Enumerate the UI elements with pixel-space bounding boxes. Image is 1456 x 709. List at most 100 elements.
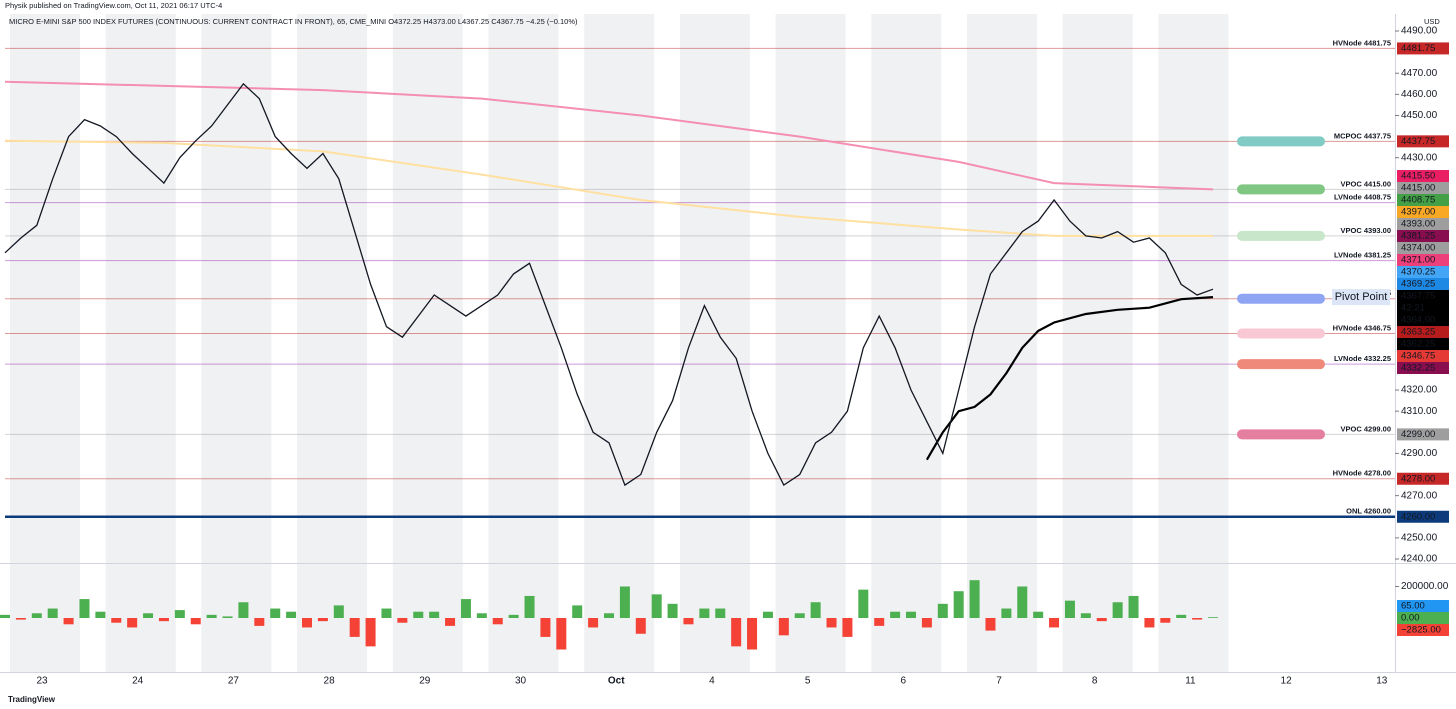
- volume-bar: [111, 618, 122, 623]
- x-tick-label: 6: [901, 676, 907, 687]
- session-stripe: [967, 14, 1037, 563]
- level-label: VPOC 4299.00: [1341, 424, 1391, 433]
- session-stripe: [871, 14, 942, 563]
- price-tag: [1397, 194, 1449, 207]
- price-tag: [1397, 325, 1449, 338]
- level-zone: [1237, 230, 1325, 241]
- x-tick-label: 23: [36, 676, 48, 687]
- volume-bar: [588, 618, 599, 628]
- y-tick-label: 4450.00: [1401, 110, 1438, 121]
- price-tag-label: 4278.00: [1401, 473, 1435, 484]
- overlay-line: [4, 80, 1214, 191]
- volume-bar: [1049, 618, 1060, 628]
- volume-bar: [619, 586, 630, 618]
- price-tag: [1397, 254, 1449, 267]
- volume-bar: [429, 611, 440, 618]
- volume-bar: [1001, 608, 1012, 618]
- volume-bar: [47, 608, 58, 618]
- price-tag-label: 4364.00: [1401, 315, 1435, 326]
- price-tag-label: 4371.00: [1401, 255, 1435, 266]
- y-tick-label: 4290.00: [1401, 448, 1438, 459]
- y-tick-label: 4460.00: [1401, 89, 1438, 100]
- x-tick-label: 8: [1092, 676, 1098, 687]
- volume-bar: [683, 618, 694, 625]
- volume-bar: [715, 608, 726, 618]
- price-tag-label: 4397.00: [1401, 207, 1435, 218]
- volume-bar: [174, 610, 185, 618]
- price-line: [4, 82, 1214, 487]
- price-tag: [1397, 42, 1449, 55]
- price-tag: [1397, 242, 1449, 255]
- price-tag-label: 4415.50: [1401, 171, 1435, 182]
- volume-bar: [15, 618, 26, 620]
- symbol-info: MICRO E-MINI S&P 500 INDEX FUTURES (CONT…: [9, 17, 578, 26]
- price-tag-label: 4370.25: [1401, 267, 1435, 278]
- price-tag-label: 4346.75: [1401, 351, 1435, 362]
- volume-bar: [1208, 617, 1218, 618]
- volume-tag: [1397, 624, 1449, 636]
- volume-bar: [826, 618, 837, 628]
- price-tag: [1397, 206, 1449, 219]
- volume-bar: [667, 603, 678, 618]
- price-tag-label: 4369.25: [1401, 279, 1435, 290]
- volume-bar: [778, 618, 789, 636]
- session-stripe: [775, 14, 846, 563]
- volume-bar: [1192, 618, 1203, 620]
- volume-bar: [1017, 586, 1028, 618]
- volume-bar: [270, 608, 281, 618]
- volume-bar: [810, 602, 821, 618]
- level-label: VPOC 4415.00: [1341, 179, 1391, 188]
- price-tag: [1397, 170, 1449, 183]
- session-stripe: [679, 14, 750, 563]
- volume-bar: [445, 618, 456, 626]
- volume-bar: [63, 618, 74, 625]
- price-tag-label: 4381.25: [1401, 231, 1435, 242]
- price-tag-label: 4332.25: [1401, 363, 1435, 374]
- currency: USD: [1424, 17, 1440, 26]
- price-tag: [1397, 218, 1449, 231]
- volume-bar: [985, 618, 996, 631]
- volume-tag-label: 65.00: [1401, 601, 1425, 612]
- x-tick-label: 4: [709, 676, 715, 687]
- volume-bar: [794, 613, 805, 618]
- volume-bar: [460, 599, 471, 618]
- volume-tag-label: 0.00: [1401, 613, 1420, 624]
- price-tag-label: 4367.75: [1401, 291, 1435, 302]
- session-stripe: [201, 14, 272, 563]
- level-label: HVNode 4481.75: [1333, 38, 1391, 47]
- volume-bar: [906, 611, 916, 618]
- level-zone: [1237, 429, 1325, 440]
- volume-bar: [206, 614, 217, 618]
- x-tick-label: 27: [228, 676, 240, 687]
- volume-bar: [1033, 611, 1044, 618]
- volume-bar: [333, 605, 344, 618]
- price-tag-label: 4415.00: [1401, 183, 1435, 194]
- x-tick-label: 24: [132, 676, 144, 687]
- volume-bar: [413, 611, 424, 618]
- volume-bar: [190, 618, 201, 625]
- price-tag: [1397, 349, 1449, 362]
- level-label: MCPOC 4437.75: [1334, 131, 1391, 140]
- level-label: LVNode 4381.25: [1334, 251, 1391, 260]
- price-tag-label: 4408.75: [1401, 195, 1435, 206]
- volume-bar: [79, 599, 90, 618]
- volume-bar: [651, 594, 662, 618]
- x-tick-label: 11: [1185, 676, 1196, 687]
- price-tag: [1397, 510, 1449, 523]
- session-stripe: [105, 14, 176, 563]
- volume-bar: [747, 618, 758, 650]
- session-stripe: [488, 14, 559, 563]
- volume-bar: [1144, 618, 1155, 628]
- volume-bar: [349, 618, 360, 637]
- volume-bar: [476, 613, 487, 618]
- level-label: ONL 4260.00: [1346, 507, 1391, 516]
- volume-bar: [1160, 618, 1171, 623]
- volume-bar: [874, 618, 885, 626]
- price-tag: [1397, 266, 1449, 279]
- price-tag: [1397, 337, 1449, 350]
- y-tick-label: 200000.00: [1401, 581, 1449, 592]
- y-tick-label: 4250.00: [1401, 533, 1438, 544]
- price-tag-label: 4260.00: [1401, 511, 1435, 522]
- volume-bar: [222, 616, 233, 618]
